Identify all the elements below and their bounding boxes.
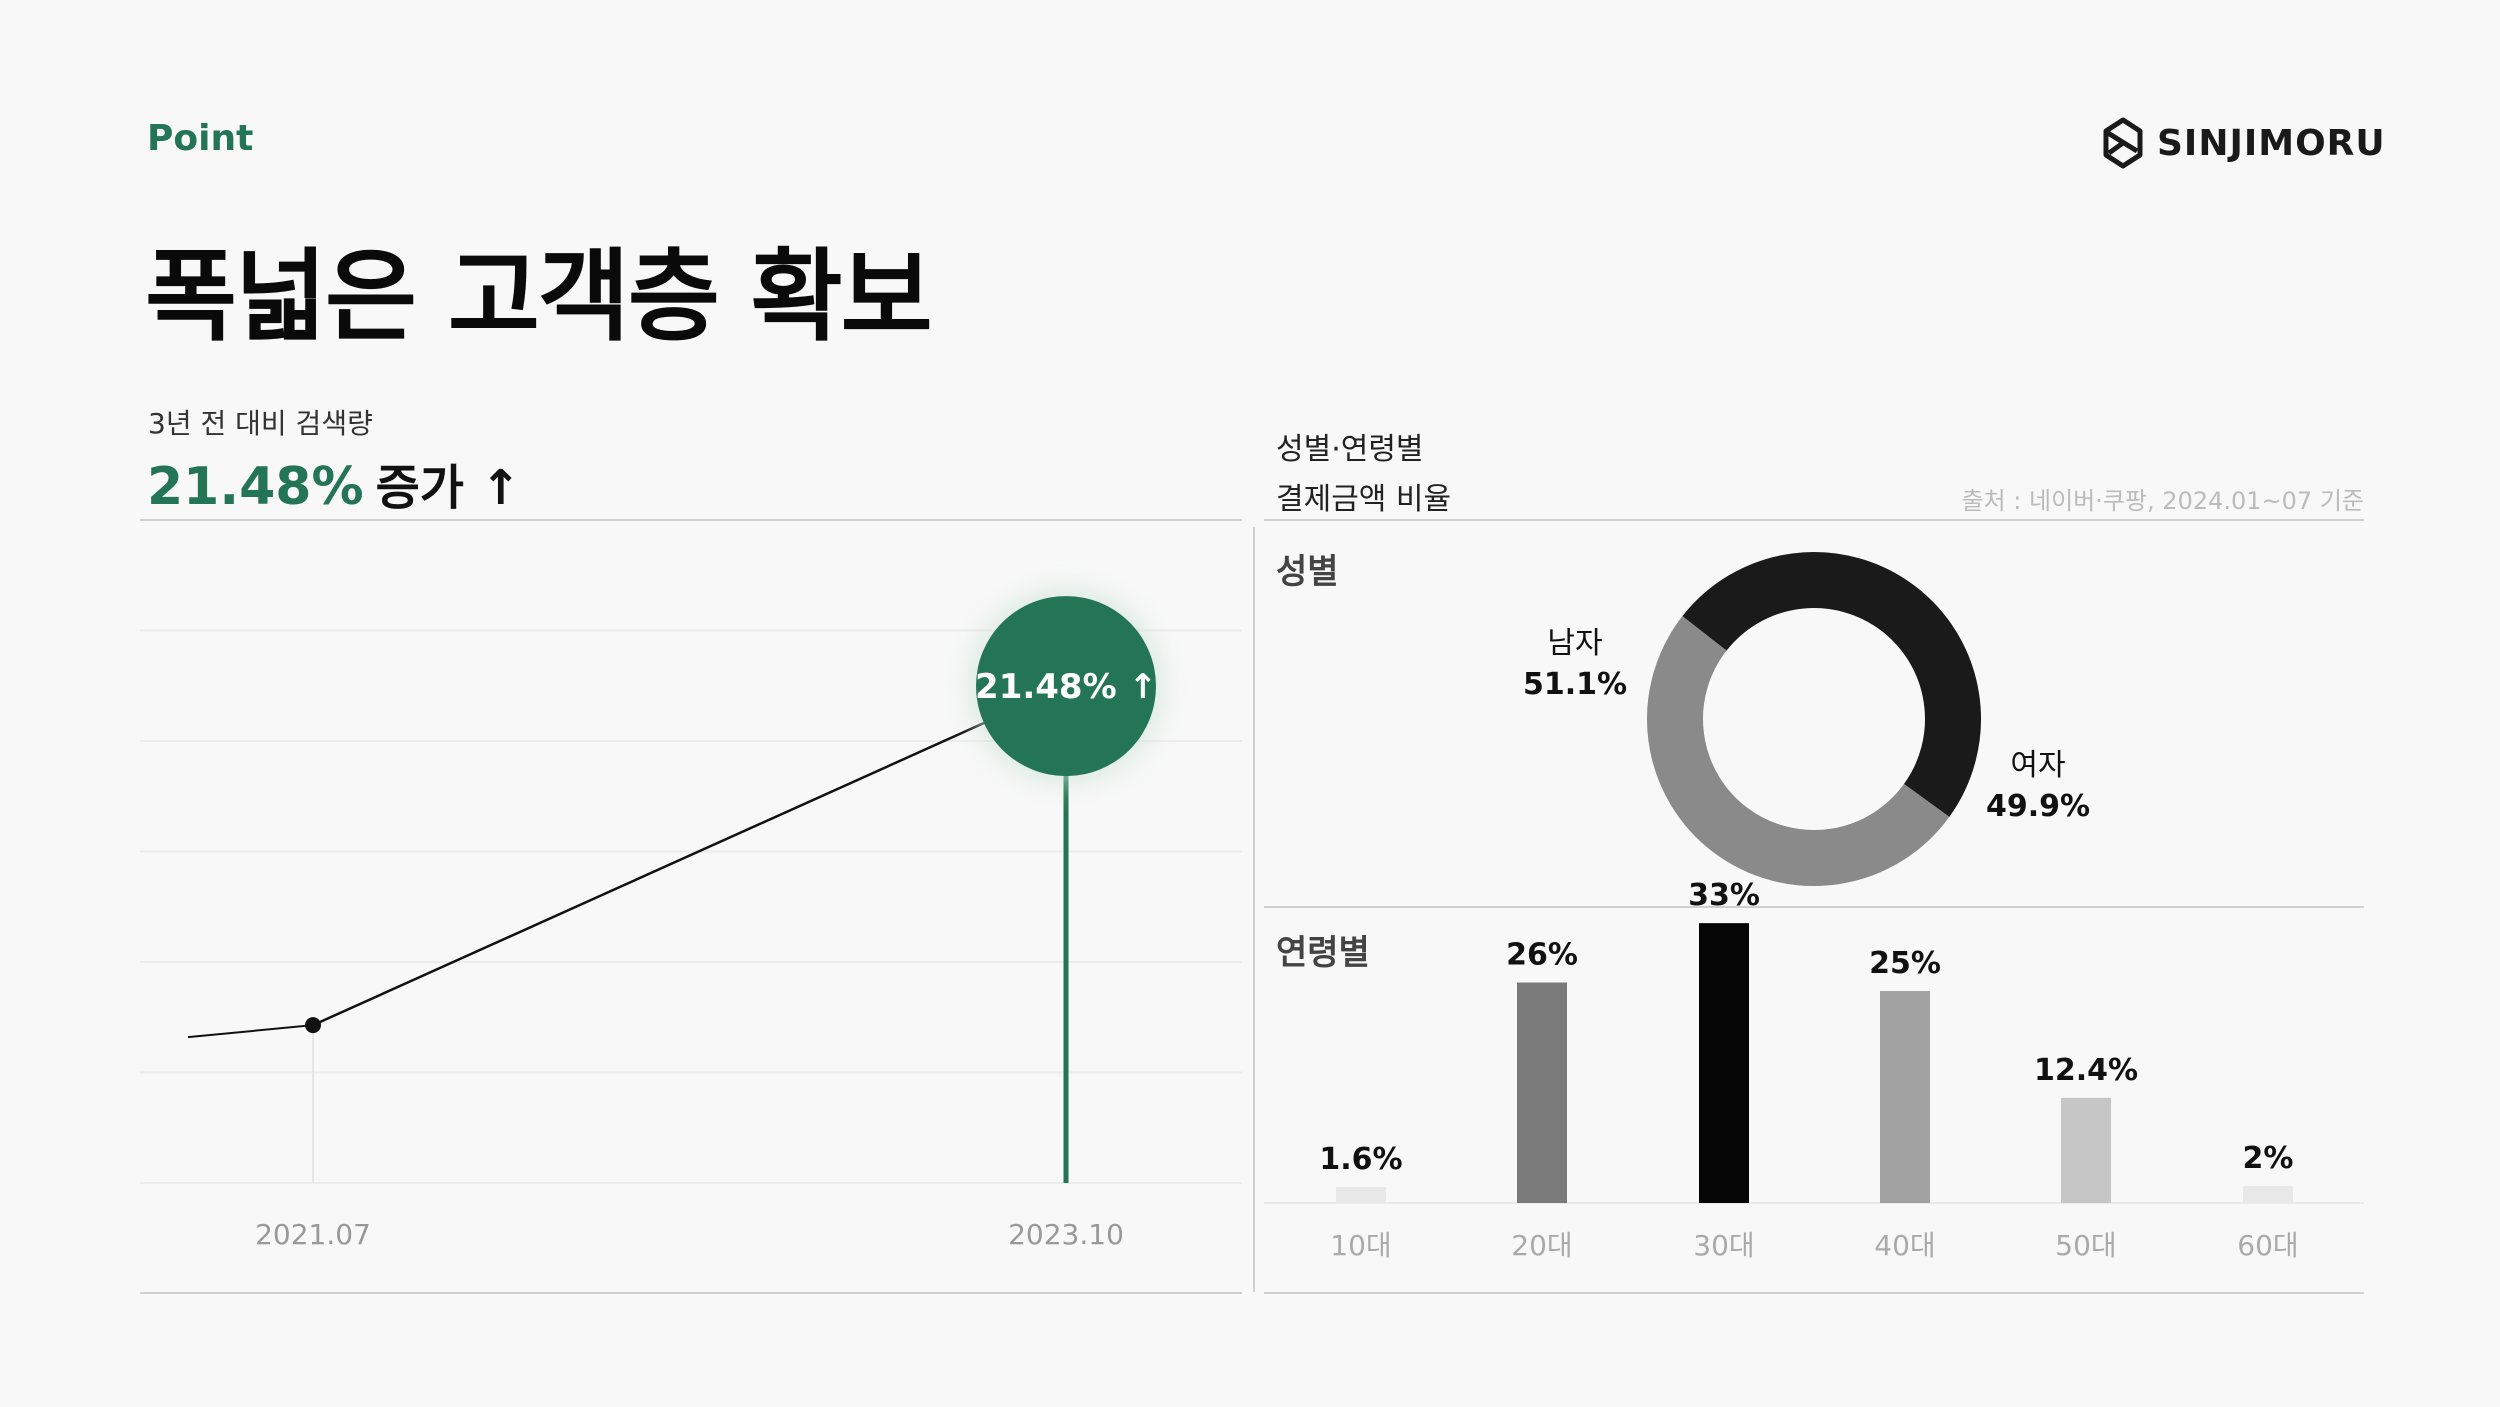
- data-point-2023-10: [976, 596, 1156, 777]
- donut-label-male: 남자 51.1%: [1510, 624, 1640, 705]
- bar-60대: [2243, 1186, 2293, 1203]
- donut-label-male-name: 남자: [1547, 626, 1603, 661]
- donut-label-female-value: 49.9%: [1985, 788, 2091, 824]
- divider-right-top: [1264, 519, 2364, 521]
- bar-30대: [1699, 923, 1749, 1203]
- x-tick-label: 2021.07: [255, 1218, 371, 1251]
- donut-slice-male: [1647, 616, 1950, 887]
- divider-vertical: [1253, 527, 1255, 1292]
- bar-value-label: 2%: [2243, 1141, 2294, 1176]
- bar-category-label: 20대: [1511, 1229, 1572, 1262]
- bar-20대: [1517, 982, 1567, 1203]
- series-lead-in: [187, 1024, 314, 1039]
- bar-value-label: 12.4%: [2034, 1053, 2138, 1088]
- gender-section-title: 성별: [1276, 552, 1339, 592]
- divider-right-bottom: [1264, 1292, 2364, 1294]
- bar-50대: [2061, 1097, 2111, 1203]
- bar-value-label: 1.6%: [1319, 1142, 1402, 1177]
- bar-value-label: 25%: [1869, 946, 1941, 981]
- data-point-2021-07: [305, 1017, 321, 1034]
- series-line: [312, 684, 1067, 1027]
- divider-left-top: [140, 519, 1242, 521]
- x-tick-label: 2023.10: [1008, 1218, 1124, 1251]
- headline-suffix: 증가 ↑: [375, 460, 521, 516]
- page-title: 폭넓은 고객층 확보: [145, 238, 933, 355]
- bar-category-label: 50대: [2055, 1229, 2116, 1262]
- donut-label-male-value: 51.1%: [1522, 666, 1628, 702]
- sinjimoru-logo-icon: [2103, 117, 2143, 169]
- source-note: 출처 : 네이버·쿠팡, 2024.01~07 기준: [1961, 487, 2364, 515]
- brand-logo: SINJIMORU: [2103, 117, 2386, 169]
- bar-value-label: 33%: [1688, 878, 1760, 913]
- bar-10대: [1336, 1187, 1386, 1203]
- bar-category-label: 10대: [1330, 1229, 1391, 1262]
- donut-slice-female: [1682, 552, 1981, 817]
- highlight-label: 21.48% ↑: [975, 667, 1157, 707]
- logo-text: SINJIMORU: [2157, 122, 2386, 164]
- donut-label-female: 여자 49.9%: [1973, 746, 2103, 827]
- bar-40대: [1880, 991, 1930, 1203]
- age-section-title: 연령별: [1276, 933, 1370, 973]
- divider-left-bottom: [140, 1292, 1242, 1294]
- search-volume-subtitle: 3년 전 대비 검색량: [148, 407, 373, 440]
- bar-category-label: 60대: [2237, 1229, 2298, 1262]
- search-volume-headline: 21.48% 증가 ↑: [147, 448, 521, 518]
- divider-right-mid: [1264, 906, 2364, 908]
- bar-category-label: 30대: [1693, 1229, 1754, 1262]
- section-eyebrow: Point: [147, 118, 254, 159]
- donut-label-female-name: 여자: [2010, 748, 2066, 783]
- bar-value-label: 26%: [1506, 938, 1578, 973]
- headline-value: 21.48%: [147, 457, 364, 517]
- bar-category-label: 40대: [1874, 1229, 1935, 1262]
- payment-ratio-subtitle-1: 성별·연령별: [1276, 432, 1424, 467]
- payment-ratio-subtitle-2: 결제금액 비율: [1276, 482, 1452, 517]
